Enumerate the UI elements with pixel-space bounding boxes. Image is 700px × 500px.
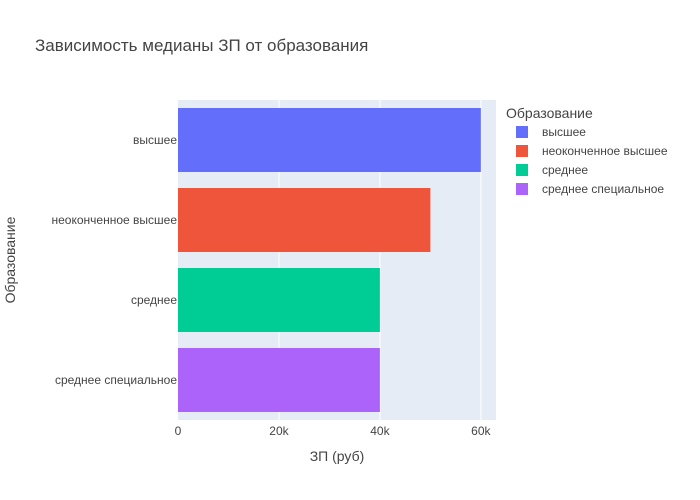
legend-label[interactable]: неоконченное высшее bbox=[542, 144, 668, 158]
legend: Образование высшее неоконченное высшее сре… bbox=[506, 105, 668, 196]
bar[interactable] bbox=[178, 348, 380, 412]
bars bbox=[178, 108, 481, 412]
bar[interactable] bbox=[178, 188, 431, 252]
legend-swatch[interactable] bbox=[516, 183, 528, 195]
chart-title: Зависимость медианы ЗП от образования bbox=[35, 36, 368, 55]
bar[interactable] bbox=[178, 268, 380, 332]
y-tick-labels: высшее неоконченное высшее среднее среднее … bbox=[52, 133, 178, 387]
y-tick-label: высшее bbox=[133, 133, 177, 147]
legend-label[interactable]: высшее bbox=[542, 125, 586, 139]
bar[interactable] bbox=[178, 108, 481, 172]
x-tick-label: 40k bbox=[370, 424, 390, 438]
legend-swatch[interactable] bbox=[516, 164, 528, 176]
y-tick-label: неоконченное высшее bbox=[52, 213, 178, 227]
legend-label[interactable]: среднее специальное bbox=[542, 182, 664, 196]
y-tick-label: среднее специальное bbox=[55, 373, 177, 387]
legend-swatch[interactable] bbox=[516, 145, 528, 157]
y-axis-title: Образование bbox=[2, 216, 18, 303]
legend-title: Образование bbox=[506, 105, 593, 121]
x-tick-label: 60k bbox=[471, 424, 491, 438]
legend-items: высшее неоконченное высшее среднее среднее … bbox=[516, 125, 668, 196]
legend-swatch[interactable] bbox=[516, 126, 528, 138]
legend-label[interactable]: среднее bbox=[542, 163, 588, 177]
x-tick-label: 20k bbox=[269, 424, 289, 438]
x-tick-labels: 0 20k 40k 60k bbox=[175, 424, 492, 438]
x-tick-label: 0 bbox=[175, 424, 182, 438]
x-axis-title: ЗП (руб) bbox=[310, 448, 365, 464]
y-tick-label: среднее bbox=[131, 293, 177, 307]
